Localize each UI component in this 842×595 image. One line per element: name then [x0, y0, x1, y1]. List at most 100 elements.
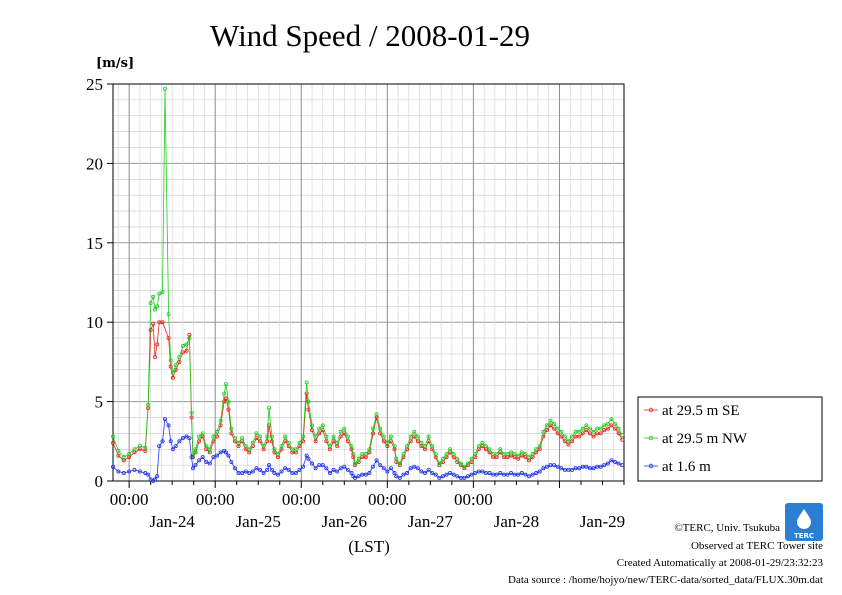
data-point: [310, 461, 315, 466]
data-point: [254, 431, 259, 436]
data-point: [367, 471, 372, 476]
data-point: [616, 431, 621, 436]
data-point: [342, 464, 347, 469]
data-point: [173, 444, 178, 449]
data-point: [313, 434, 318, 439]
data-point: [272, 447, 277, 452]
plot-frame: [112, 83, 625, 482]
data-point: [152, 307, 157, 312]
data-point: [335, 440, 340, 445]
data-point: [363, 472, 368, 477]
data-point: [397, 461, 402, 466]
data-point: [541, 429, 546, 434]
data-point: [487, 447, 492, 452]
data-point: [200, 455, 205, 460]
x-tick-label: 00:00: [196, 490, 235, 509]
data-point: [229, 426, 234, 431]
data-point: [537, 469, 542, 474]
data-point: [555, 431, 560, 436]
data-point: [331, 467, 336, 472]
data-point: [509, 471, 514, 476]
data-point: [367, 447, 372, 452]
data-point: [544, 464, 549, 469]
data-point: [523, 472, 528, 477]
x-tick-label: 00:00: [454, 490, 493, 509]
data-point: [121, 471, 126, 476]
data-point: [419, 469, 424, 474]
data-point: [168, 358, 173, 363]
data-point: [152, 477, 157, 482]
data-point: [353, 475, 358, 480]
data-point: [166, 312, 171, 317]
x-tick-label: 00:00: [110, 490, 149, 509]
data-point: [422, 471, 427, 476]
data-point: [160, 320, 165, 325]
data-point: [394, 474, 399, 479]
data-point: [462, 464, 467, 469]
data-point: [157, 291, 162, 296]
data-point: [313, 439, 318, 444]
data-point: [388, 466, 393, 471]
data-point: [548, 418, 553, 423]
data-point: [162, 86, 167, 91]
data-point: [422, 444, 427, 449]
data-point: [127, 469, 132, 474]
observed-text: Observed at TERC Tower site: [691, 540, 823, 552]
data-point: [301, 464, 306, 469]
data-point: [272, 471, 277, 476]
data-point: [297, 467, 302, 472]
data-point: [408, 466, 413, 471]
logo-text: TERC: [794, 532, 814, 540]
data-point: [187, 336, 192, 341]
data-point: [541, 466, 546, 471]
data-point: [293, 471, 298, 476]
data-point: [609, 423, 614, 428]
data-point: [577, 429, 582, 434]
data-point: [412, 464, 417, 469]
data-point: [392, 444, 397, 449]
data-point: [602, 463, 607, 468]
data-point: [385, 440, 390, 445]
data-point: [430, 471, 435, 476]
data-point: [306, 399, 311, 404]
data-point: [317, 426, 322, 431]
data-point: [570, 434, 575, 439]
data-point: [304, 453, 309, 458]
data-point: [111, 440, 116, 445]
x-day-label: Jan-24: [150, 512, 196, 531]
data-point: [148, 328, 153, 333]
terc-logo: TERC: [785, 503, 823, 541]
x-tick-label: 00:00: [282, 490, 321, 509]
data-point: [197, 458, 202, 463]
data-point: [351, 452, 356, 457]
data-point: [598, 464, 603, 469]
legend-entry: at 1.6 m: [644, 459, 711, 475]
data-point: [269, 467, 274, 472]
y-tick-label: 25: [86, 75, 103, 94]
data-point: [444, 452, 449, 457]
data-point: [331, 434, 336, 439]
data-point: [207, 447, 212, 452]
data-point: [116, 469, 121, 474]
data-point: [214, 429, 219, 434]
data-point: [204, 459, 209, 464]
data-point: [584, 423, 589, 428]
data-point: [433, 452, 438, 457]
data-point: [222, 399, 227, 404]
data-point: [286, 467, 291, 472]
data-point: [342, 431, 347, 436]
data-point: [451, 452, 456, 457]
data-point: [116, 453, 121, 458]
data-point: [152, 355, 157, 360]
data-point: [170, 447, 175, 452]
data-point: [605, 461, 610, 466]
y-tick-label: 15: [86, 234, 103, 253]
data-point: [363, 452, 368, 457]
data-point: [193, 463, 198, 468]
data-point: [509, 450, 514, 455]
data-point: [324, 466, 329, 471]
data-point: [552, 463, 557, 468]
data-point: [609, 417, 614, 422]
data-point: [605, 426, 610, 431]
